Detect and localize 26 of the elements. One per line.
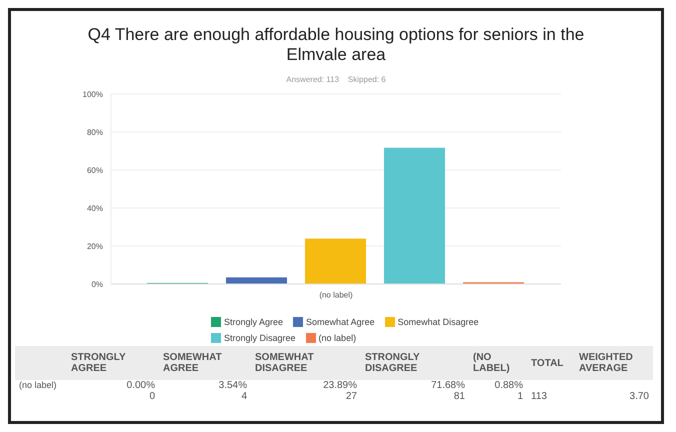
text: 71.68%: [430, 380, 466, 391]
text: 23.89%: [322, 380, 358, 391]
text: 3.54%: [218, 380, 248, 391]
legend-label: Somewhat Agree: [305, 316, 375, 329]
y-tick-label: 100%: [82, 90, 103, 99]
legend-label: Strongly Agree: [223, 316, 284, 329]
legend-label: Somewhat Disagree: [396, 316, 479, 329]
text: 3.70: [628, 391, 650, 402]
text: (no label): [18, 380, 58, 392]
chart-subtitle: Answered: 113 Skipped: 6: [285, 75, 387, 84]
text: 0.00%: [126, 380, 156, 391]
text: 113: [530, 391, 548, 402]
text: 0: [148, 391, 156, 402]
text: 1: [516, 391, 524, 402]
y-tick-label: 20%: [86, 242, 103, 251]
y-tick-label: 0%: [91, 280, 103, 289]
legend-label: (no label): [318, 332, 356, 345]
text: 81: [452, 391, 466, 402]
y-tick-label: 80%: [86, 128, 103, 137]
legend-label: Strongly Disagree: [223, 332, 296, 345]
y-tick-label: 60%: [86, 166, 103, 175]
chart-title: Q4 There are enough affordable housing options for seniors in the Elmvale area: [86, 25, 586, 65]
text: 27: [344, 391, 358, 402]
y-tick-label: 40%: [86, 204, 103, 213]
text: 4: [240, 391, 248, 402]
text: 0.88%: [494, 380, 524, 391]
